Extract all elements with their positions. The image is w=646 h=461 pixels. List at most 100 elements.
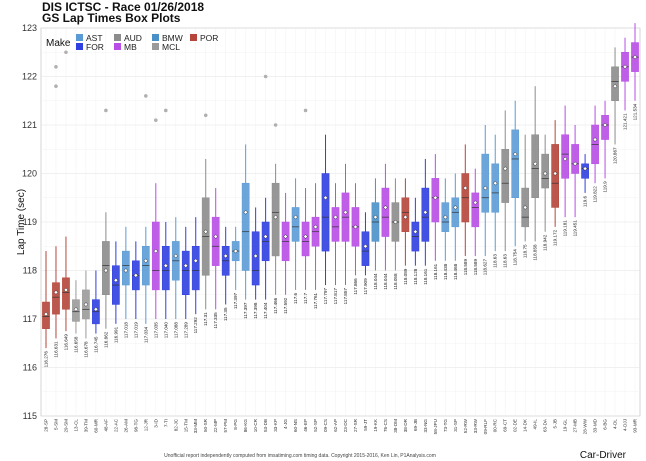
min-lap-label: 116.631 bbox=[53, 341, 58, 358]
box-27-SR: 117.866 bbox=[351, 183, 360, 295]
mean-marker bbox=[203, 229, 209, 235]
legend-label: AUD bbox=[124, 33, 142, 43]
mean-marker bbox=[73, 306, 79, 312]
min-lap-label: 117.335 bbox=[213, 312, 218, 329]
box-69-JB: 118.128 bbox=[411, 197, 420, 285]
min-lap-label: 119.6 bbox=[583, 195, 588, 207]
box-5-SM: 116.631 bbox=[52, 65, 60, 358]
box-7-TI: 117.040 bbox=[161, 108, 170, 339]
box-82-JC: 117.088 bbox=[171, 217, 180, 338]
mean-marker bbox=[153, 248, 159, 254]
box-28-SP: 116.276 bbox=[42, 251, 50, 367]
box-33-KP: 117.466 bbox=[271, 123, 280, 314]
outlier-point bbox=[203, 113, 208, 118]
chart-title: DIS ICTSC - Race 01/26/2018 bbox=[42, 0, 205, 14]
box-body bbox=[421, 187, 430, 242]
box-6-BG: 119.9 bbox=[601, 100, 609, 193]
outlier-point bbox=[263, 74, 268, 79]
mean-marker bbox=[452, 205, 458, 210]
mean-marker bbox=[472, 200, 478, 205]
x-tick-label: 13-CL bbox=[73, 419, 78, 432]
mean-marker bbox=[43, 311, 49, 317]
x-tick-label: 62-AP bbox=[333, 419, 338, 432]
min-lap-label: 120.867 bbox=[613, 147, 618, 164]
outlier-point bbox=[154, 118, 158, 122]
min-lap-label: 117.397 bbox=[243, 302, 248, 319]
x-tick-label: 58-JPU bbox=[433, 419, 438, 434]
box-98-TG: 117.019 bbox=[131, 241, 140, 338]
box-58-JPU: 118.161 bbox=[431, 154, 440, 280]
min-lap-label: 118.63 bbox=[503, 254, 508, 268]
box-50-SR: 117.31 bbox=[201, 113, 210, 326]
min-lap-label: 117.292 bbox=[193, 317, 198, 334]
x-tick-label: 50-SR bbox=[203, 418, 208, 432]
x-tick-label: 49-IL bbox=[533, 419, 538, 430]
x-tick-label: 38-DR bbox=[403, 418, 408, 432]
x-tick-label: 52-SP bbox=[313, 419, 318, 432]
min-lap-label: 117.398 bbox=[253, 302, 258, 319]
x-axis-title: Car-Driver bbox=[580, 450, 627, 461]
box-body bbox=[321, 173, 330, 252]
min-lap-label: 119.451 bbox=[573, 220, 578, 237]
y-tick-label: 122 bbox=[22, 72, 37, 82]
min-lap-label: 117.761 bbox=[313, 292, 318, 309]
box-46-EP: 117.7 bbox=[301, 108, 310, 304]
box-4-DJJ: 121.421 bbox=[621, 37, 629, 130]
x-tick-label: 82-JC bbox=[173, 418, 178, 431]
x-tick-label: 69-CT bbox=[503, 419, 508, 432]
mean-marker bbox=[263, 234, 268, 239]
y-axis-title: Lap Time (sec) bbox=[16, 189, 27, 255]
x-tick-label: 6-BG bbox=[603, 419, 608, 430]
box-body bbox=[401, 197, 410, 232]
x-tick-label: 73-TG bbox=[443, 419, 448, 432]
min-lap-label: 118.438 bbox=[443, 263, 448, 280]
min-lap-label: 118.044 bbox=[373, 273, 378, 290]
x-tick-label: 22-MP bbox=[213, 419, 218, 433]
mean-marker bbox=[522, 205, 528, 210]
min-lap-label: 116.745 bbox=[93, 336, 98, 353]
mean-marker bbox=[313, 224, 318, 230]
box-4-JG: 117.592 bbox=[281, 192, 290, 314]
mean-marker bbox=[532, 161, 538, 167]
legend-label: POR bbox=[200, 33, 218, 43]
mean-marker bbox=[552, 171, 558, 176]
box-body bbox=[381, 187, 390, 237]
box-body bbox=[571, 144, 579, 174]
mean-marker bbox=[333, 214, 338, 220]
x-tick-label: 12-JR bbox=[143, 418, 148, 431]
x-tick-label: 7-TI bbox=[163, 419, 168, 427]
box-49-IL: 118.858 bbox=[531, 86, 540, 261]
box-76-CS: 118.044 bbox=[381, 163, 390, 290]
legend-label: BMW bbox=[162, 33, 183, 43]
mean-marker bbox=[373, 214, 378, 220]
box-body bbox=[271, 182, 280, 257]
box-body bbox=[561, 134, 569, 179]
mean-marker bbox=[632, 54, 638, 60]
y-tick-label: 119 bbox=[23, 217, 37, 227]
x-tick-label: 48-AF bbox=[103, 419, 108, 432]
mean-marker bbox=[193, 258, 199, 264]
min-lap-label: 117.797 bbox=[323, 288, 328, 305]
x-tick-label: 4-DL bbox=[613, 419, 618, 429]
x-tick-label: 86-KG bbox=[243, 419, 248, 433]
min-lap-label: 117.6 bbox=[293, 292, 298, 304]
min-lap-label: 118.63 bbox=[493, 254, 498, 268]
box-26-AM: 117.018 bbox=[122, 226, 130, 338]
mean-marker bbox=[423, 209, 428, 215]
x-tick-label: 33-MM bbox=[193, 419, 198, 433]
box-15-TM: 117.289 bbox=[181, 226, 190, 338]
mean-marker bbox=[492, 180, 498, 186]
box-23-DC: 117.857 bbox=[341, 163, 350, 304]
mean-marker bbox=[403, 214, 408, 220]
box-body bbox=[471, 192, 480, 228]
mean-marker bbox=[442, 214, 448, 220]
box-00-RC: 118.63 bbox=[491, 134, 500, 268]
x-tick-label: 26-AM bbox=[123, 419, 128, 433]
min-lap-label: 117.040 bbox=[163, 322, 168, 339]
x-tick-label: 14-DK bbox=[523, 418, 528, 432]
legend-label: MCL bbox=[162, 42, 180, 52]
box-09-RLF: 118.627 bbox=[481, 125, 490, 275]
mean-marker bbox=[592, 137, 598, 142]
x-tick-label: 22-AC bbox=[113, 418, 118, 432]
x-tick-label: 60-NS bbox=[293, 419, 298, 432]
